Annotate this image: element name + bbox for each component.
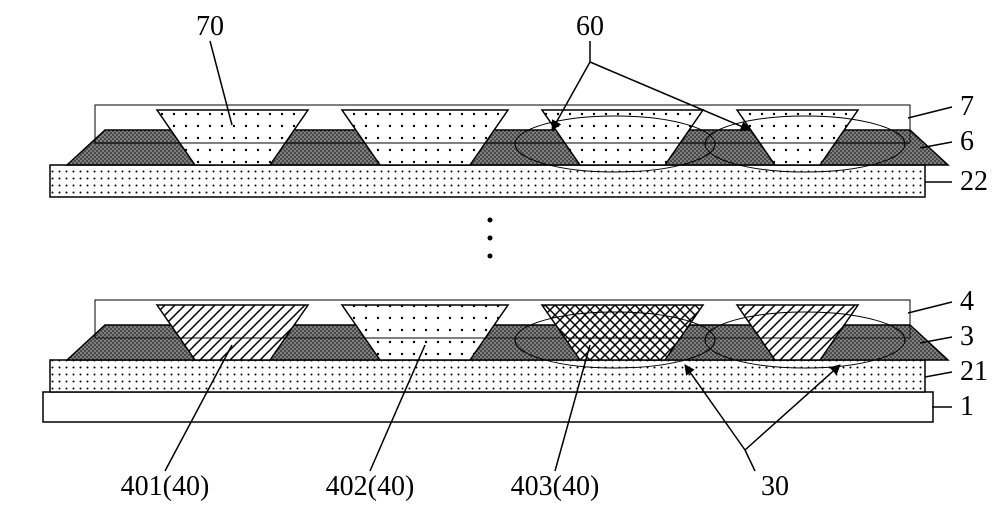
leader-line xyxy=(908,107,952,118)
label-L1: 1 xyxy=(960,391,974,422)
label-70: 70 xyxy=(196,11,224,42)
leader-line xyxy=(908,302,952,313)
base-layer xyxy=(50,165,925,197)
label-L402: 402(40) xyxy=(326,471,415,502)
leader-line xyxy=(925,372,952,377)
vdots-dot xyxy=(488,218,493,223)
label-L4: 4 xyxy=(960,286,974,317)
diagram-root: 70 60 7 6 22 4 3 21 1 401(40) 402(40) 403(40) 30 xyxy=(0,0,1000,521)
leader-line xyxy=(745,450,755,471)
label-30: 30 xyxy=(761,471,789,502)
label-L6: 6 xyxy=(960,126,974,157)
label-L401: 401(40) xyxy=(121,471,210,502)
label-L21: 21 xyxy=(960,356,988,387)
top-cross-section: 70 60 7 6 22 xyxy=(50,11,988,197)
bottom-cross-section: 4 3 21 1 401(40) 402(40) 403(40) 30 xyxy=(43,286,988,502)
label-L22: 22 xyxy=(960,166,988,197)
label-L3: 3 xyxy=(960,321,974,352)
base-layer xyxy=(50,360,925,392)
vdots-dot xyxy=(488,236,493,241)
label-60: 60 xyxy=(576,11,604,42)
substrate-layer xyxy=(43,392,933,422)
label-L403: 403(40) xyxy=(511,471,600,502)
vdots-dot xyxy=(488,254,493,259)
label-L7: 7 xyxy=(960,91,974,122)
